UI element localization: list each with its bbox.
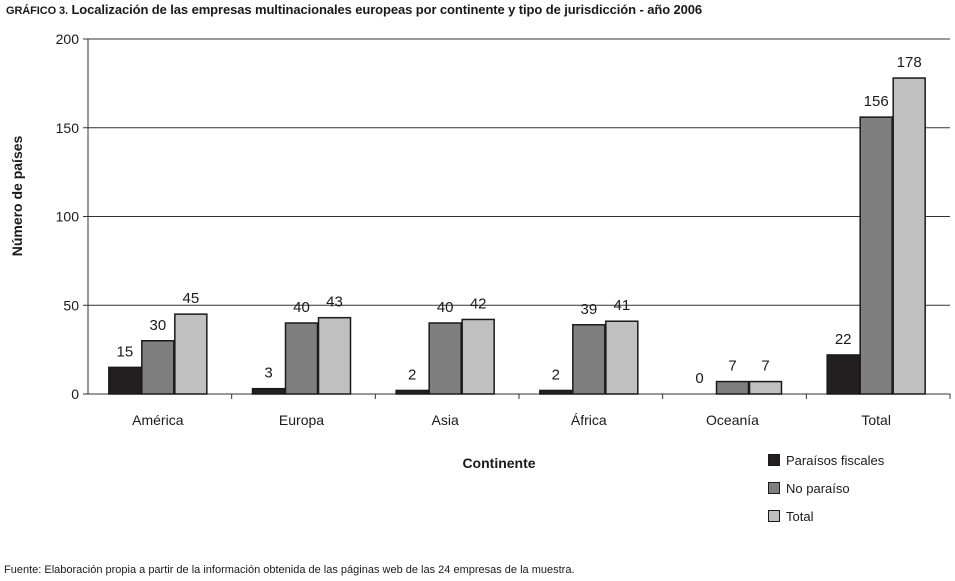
legend-label-paraisos: Paraísos fiscales <box>786 452 885 468</box>
bar-asia-total <box>461 318 495 395</box>
x-tick-label-europa: Europa <box>279 412 324 428</box>
data-label-europa-paraisos-fiscales: 3 <box>264 365 272 382</box>
data-label-america-total: 45 <box>182 290 199 307</box>
x-tick-label-asia: Asia <box>432 412 459 428</box>
y-tick-label-150: 150 <box>56 120 80 136</box>
bar-asia-no-paraiso <box>428 322 462 395</box>
data-label-africa-paraisos-fiscales: 2 <box>552 366 560 383</box>
x-tick-label-oceania: Oceanía <box>706 412 759 428</box>
chart-title-text: Localización de las empresas multinacion… <box>71 2 703 17</box>
y-tick-label-0: 0 <box>71 386 79 402</box>
data-label-america-paraisos-fiscales: 15 <box>116 343 133 360</box>
data-label-asia-total: 42 <box>470 295 487 312</box>
data-label-oceania-paraisos-fiscales: 0 <box>695 370 703 387</box>
bar-oceania-no-paraiso <box>715 380 750 395</box>
bar-asia-paraisos-fiscales <box>395 389 429 395</box>
legend-swatch-paraisos <box>768 454 780 466</box>
bar-america-no-paraiso <box>141 340 175 395</box>
data-label-africa-no-paraiso: 39 <box>580 301 597 318</box>
data-label-america-no-paraiso: 30 <box>149 317 166 334</box>
x-axis-title: Continente <box>462 455 535 471</box>
x-tick-label-total: Total <box>861 412 891 428</box>
data-label-europa-total: 43 <box>326 294 343 311</box>
legend-swatch-total <box>768 510 780 522</box>
data-label-africa-total: 41 <box>613 297 630 314</box>
chart-legend: Paraísos fiscales No paraíso Total <box>768 446 884 530</box>
chart-title-prefix: GRÁFICO 3. <box>6 5 68 17</box>
data-label-total-paraisos-fiscales: 22 <box>835 331 852 348</box>
bar-america-paraisos-fiscales <box>108 366 142 395</box>
data-label-europa-no-paraiso: 40 <box>293 299 310 316</box>
legend-swatch-no-paraiso <box>768 482 780 494</box>
data-label-oceania-total: 7 <box>761 358 769 375</box>
data-label-asia-no-paraiso: 40 <box>437 299 454 316</box>
bar-oceania-total <box>748 380 783 395</box>
source-note: Fuente: Elaboración propia a partir de l… <box>4 564 575 576</box>
data-label-oceania-no-paraiso: 7 <box>728 358 736 375</box>
bar-total-paraisos-fiscales <box>826 354 860 395</box>
chart-title: GRÁFICO 3. Localización de las empresas … <box>6 2 702 17</box>
bar-europa-total <box>317 316 352 395</box>
bar-america-total <box>174 313 208 395</box>
legend-item-total: Total <box>768 502 884 530</box>
y-tick-label-200: 200 <box>56 31 80 47</box>
bar-total-total <box>892 77 926 395</box>
bar-europa-no-paraiso <box>284 322 319 395</box>
legend-item-no-paraiso: No paraíso <box>768 474 884 502</box>
bar-africa-no-paraiso <box>572 324 606 395</box>
bar-europa-paraisos-fiscales <box>251 387 286 395</box>
legend-label-total: Total <box>786 508 814 524</box>
legend-item-paraisos: Paraísos fiscales <box>768 446 884 474</box>
y-tick-label-100: 100 <box>56 209 80 225</box>
x-tick-label-america: América <box>132 412 184 428</box>
y-tick-label-50: 50 <box>63 297 79 313</box>
data-label-asia-paraisos-fiscales: 2 <box>408 366 416 383</box>
x-tick-label-africa: África <box>571 412 607 428</box>
bar-africa-total <box>605 320 639 395</box>
bar-africa-paraisos-fiscales <box>539 389 573 395</box>
bar-total-no-paraiso <box>859 116 893 395</box>
y-axis-title: Número de países <box>9 135 25 256</box>
data-label-total-no-paraiso: 156 <box>864 93 889 110</box>
legend-label-no-paraiso: No paraíso <box>786 480 850 496</box>
data-label-total-total: 178 <box>897 54 922 71</box>
